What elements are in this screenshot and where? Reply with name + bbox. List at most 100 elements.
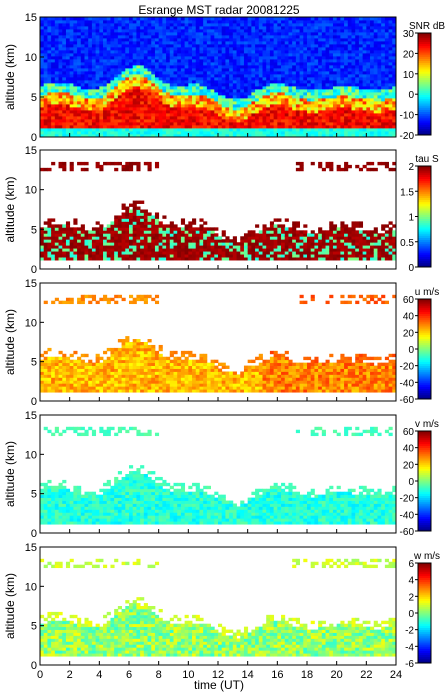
heatmap-cell xyxy=(180,89,186,93)
heatmap-cell xyxy=(121,86,126,90)
heatmap-cell xyxy=(136,26,141,30)
heatmap-cell xyxy=(358,50,364,54)
heatmap-cell xyxy=(84,20,89,24)
heatmap-cell xyxy=(77,95,82,99)
heatmap-cell xyxy=(373,101,378,105)
heatmap-cell xyxy=(154,131,160,135)
heatmap-cell xyxy=(158,80,163,84)
heatmap-cell xyxy=(281,230,286,234)
heatmap-cell xyxy=(366,80,371,84)
heatmap-cell xyxy=(147,221,152,225)
heatmap-cell xyxy=(106,62,111,66)
heatmap-cell xyxy=(303,224,308,228)
heatmap-cell xyxy=(206,47,211,51)
heatmap-cell xyxy=(169,35,174,39)
heatmap-cell xyxy=(117,80,122,84)
heatmap-cell xyxy=(169,80,174,84)
heatmap-cell xyxy=(299,35,304,39)
heatmap-cell xyxy=(321,239,326,243)
heatmap-cell xyxy=(177,38,182,42)
heatmap-cell xyxy=(77,161,82,166)
heatmap-cell xyxy=(184,104,189,108)
heatmap-cell xyxy=(232,29,237,33)
heatmap-cell xyxy=(140,200,145,204)
heatmap-cell xyxy=(392,86,397,90)
heatmap-cell xyxy=(232,257,237,261)
heatmap-cell xyxy=(377,56,382,60)
heatmap-cell xyxy=(199,248,204,252)
heatmap-cell xyxy=(243,95,249,99)
heatmap-cell xyxy=(321,29,326,33)
heatmap-cell xyxy=(166,122,171,126)
heatmap-cell xyxy=(73,257,78,261)
heatmap-cell xyxy=(214,233,219,237)
heatmap-cell xyxy=(236,80,241,84)
heatmap-cell xyxy=(221,56,226,60)
heatmap-cell xyxy=(210,236,215,240)
heatmap-cell xyxy=(203,53,208,57)
heatmap-cell xyxy=(88,59,93,63)
heatmap-cell xyxy=(307,53,312,57)
heatmap-cell xyxy=(147,71,152,75)
heatmap-cell xyxy=(140,62,145,66)
heatmap-cell xyxy=(321,95,326,99)
heatmap-cell xyxy=(358,80,364,84)
heatmap-cell xyxy=(295,35,300,39)
heatmap-cell xyxy=(340,92,345,96)
heatmap-cell xyxy=(314,257,319,261)
heatmap-cell xyxy=(266,107,271,111)
heatmap-cell xyxy=(84,74,89,78)
heatmap-cell xyxy=(277,92,282,96)
heatmap-cell xyxy=(292,80,297,84)
heatmap-cell xyxy=(166,35,171,39)
heatmap-cell xyxy=(129,221,134,225)
heatmap-cell xyxy=(177,92,182,96)
heatmap-cell xyxy=(214,116,219,120)
colorbar-swatch xyxy=(418,47,431,51)
heatmap-cell xyxy=(180,77,186,81)
heatmap-cell xyxy=(362,71,367,75)
heatmap-cell xyxy=(103,68,108,72)
heatmap-cell xyxy=(147,224,152,228)
heatmap-cell xyxy=(381,74,386,78)
heatmap-cell xyxy=(351,38,356,42)
heatmap-cell xyxy=(47,233,52,237)
heatmap-cell xyxy=(292,245,297,249)
heatmap-cell xyxy=(221,239,226,243)
heatmap-cell xyxy=(299,245,304,249)
heatmap-cell xyxy=(206,44,211,48)
heatmap-cell xyxy=(184,230,189,234)
heatmap-cell xyxy=(106,101,111,105)
heatmap-cell xyxy=(117,101,122,105)
heatmap-cell xyxy=(147,122,152,126)
heatmap-cell xyxy=(362,47,367,51)
heatmap-cell xyxy=(117,221,122,225)
heatmap-cell xyxy=(243,20,249,24)
heatmap-cell xyxy=(58,80,63,84)
heatmap-cell xyxy=(73,80,78,84)
heatmap-cell xyxy=(77,98,82,102)
heatmap-cell xyxy=(318,26,323,30)
heatmap-cell xyxy=(77,41,82,45)
heatmap-cell xyxy=(358,20,364,24)
heatmap-cell xyxy=(88,35,93,39)
heatmap-cell xyxy=(143,77,148,81)
heatmap-cell xyxy=(106,254,111,258)
heatmap-cell xyxy=(232,125,237,129)
heatmap-cell xyxy=(69,254,74,258)
heatmap-cell xyxy=(358,83,364,87)
heatmap-cell xyxy=(73,50,78,54)
heatmap-cell xyxy=(362,107,367,111)
heatmap-cell xyxy=(73,122,78,126)
heatmap-cell xyxy=(184,128,189,132)
heatmap-cell xyxy=(392,26,397,30)
heatmap-cell xyxy=(125,44,130,48)
heatmap-cell xyxy=(377,128,382,132)
heatmap-cell xyxy=(358,23,364,27)
heatmap-cell xyxy=(173,59,178,63)
heatmap-cell xyxy=(158,92,163,96)
heatmap-cell xyxy=(269,71,275,75)
heatmap-cell xyxy=(295,128,300,132)
heatmap-cell xyxy=(332,26,338,30)
heatmap-cell xyxy=(292,131,297,135)
